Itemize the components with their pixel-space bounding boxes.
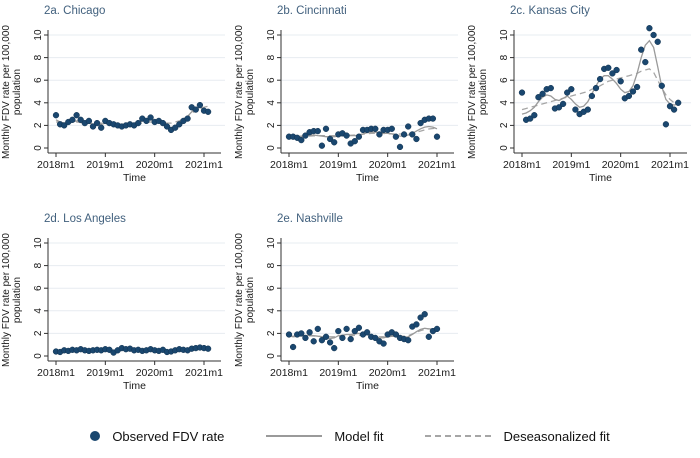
chicago-chart: 0 2 4 6 8 10 2018m1 2019m1 2020m1 2021m1 Time Month… xyxy=(1,5,225,184)
svg-text:Monthly FDV rate per 100,000: Monthly FDV rate per 100,000 xyxy=(1,233,12,367)
panel-row-top: 0 2 4 6 8 10 2018m1 2019m1 2020m1 2021m1 Time Month… xyxy=(0,0,700,200)
svg-text:population: population xyxy=(478,69,489,115)
svg-text:4: 4 xyxy=(266,100,277,106)
svg-text:2020m1: 2020m1 xyxy=(136,159,174,171)
kansas-city-chart: 0 2 4 6 8 10 2018m1 2019m1 2020m1 2021m1 Time Month… xyxy=(467,5,691,184)
svg-text:2020m1: 2020m1 xyxy=(369,367,407,379)
svg-text:2b. Cincinnati: 2b. Cincinnati xyxy=(277,5,347,17)
svg-text:population: population xyxy=(12,69,23,115)
solid-line-icon xyxy=(266,435,323,437)
svg-text:2019m1: 2019m1 xyxy=(319,367,357,379)
legend-deseasonalized-fit: Deseasonalized fit xyxy=(425,428,610,444)
svg-text:2019m1: 2019m1 xyxy=(86,159,124,171)
svg-text:population: population xyxy=(245,277,256,323)
svg-text:8: 8 xyxy=(33,262,44,268)
svg-text:8: 8 xyxy=(33,54,44,60)
svg-text:Monthly FDV rate per 100,000: Monthly FDV rate per 100,000 xyxy=(234,25,245,159)
panel-row-bottom: 0 2 4 6 8 10 2018m1 2019m1 2020m1 2021m1 Time Month… xyxy=(0,208,700,408)
svg-text:6: 6 xyxy=(499,77,510,83)
svg-text:2020m1: 2020m1 xyxy=(602,159,640,171)
svg-text:2: 2 xyxy=(499,122,510,128)
legend-deseason-label: Deseasonalized fit xyxy=(503,428,610,444)
svg-text:2021m1: 2021m1 xyxy=(185,367,223,379)
svg-text:2018m1: 2018m1 xyxy=(503,159,541,171)
figure-legend: Observed FDV rate Model fit Deseasonaliz… xyxy=(0,418,700,454)
svg-text:2: 2 xyxy=(33,330,44,336)
svg-text:8: 8 xyxy=(266,262,277,268)
svg-text:2: 2 xyxy=(266,122,277,128)
dashed-line-icon xyxy=(425,435,492,437)
los-angeles-chart: 0 2 4 6 8 10 2018m1 2019m1 2020m1 2021m1 Time Month… xyxy=(1,213,225,392)
panel-los-angeles: 0 2 4 6 8 10 2018m1 2019m1 2020m1 2021m1 Time Month… xyxy=(0,208,233,408)
svg-text:2a. Chicago: 2a. Chicago xyxy=(44,5,105,17)
cincinnati-chart: 0 2 4 6 8 10 2018m1 2019m1 2020m1 2021m1 Time Month… xyxy=(234,5,458,184)
svg-text:Time: Time xyxy=(589,172,612,184)
svg-text:Time: Time xyxy=(356,172,379,184)
legend-model-label: Model fit xyxy=(334,428,384,444)
svg-text:0: 0 xyxy=(499,145,510,151)
panel-nashville: 0 2 4 6 8 10 2018m1 2019m1 2020m1 2021m1 Time Month… xyxy=(233,208,466,408)
svg-text:10: 10 xyxy=(266,29,277,41)
svg-text:2018m1: 2018m1 xyxy=(270,159,308,171)
svg-text:Monthly FDV rate per 100,000: Monthly FDV rate per 100,000 xyxy=(234,233,245,367)
svg-text:Time: Time xyxy=(123,172,146,184)
svg-text:0: 0 xyxy=(266,145,277,151)
svg-text:Time: Time xyxy=(123,380,146,392)
svg-text:10: 10 xyxy=(266,237,277,249)
panel-cincinnati: 0 2 4 6 8 10 2018m1 2019m1 2020m1 2021m1 Time Month… xyxy=(233,0,466,200)
svg-text:6: 6 xyxy=(33,285,44,291)
svg-text:2019m1: 2019m1 xyxy=(86,367,124,379)
svg-text:2020m1: 2020m1 xyxy=(369,159,407,171)
svg-text:2d. Los Angeles: 2d. Los Angeles xyxy=(44,213,126,225)
svg-text:4: 4 xyxy=(33,100,44,106)
svg-text:2018m1: 2018m1 xyxy=(37,367,75,379)
svg-text:10: 10 xyxy=(33,237,44,249)
svg-text:6: 6 xyxy=(266,285,277,291)
svg-text:2018m1: 2018m1 xyxy=(37,159,75,171)
svg-text:population: population xyxy=(12,277,23,323)
svg-text:population: population xyxy=(245,69,256,115)
svg-text:8: 8 xyxy=(499,54,510,60)
svg-text:4: 4 xyxy=(499,100,510,106)
svg-text:2c. Kansas City: 2c. Kansas City xyxy=(510,5,590,17)
svg-text:10: 10 xyxy=(499,29,510,41)
svg-text:Monthly FDV rate per 100,000: Monthly FDV rate per 100,000 xyxy=(1,25,12,159)
panel-chicago: 0 2 4 6 8 10 2018m1 2019m1 2020m1 2021m1 Time Month… xyxy=(0,0,233,200)
legend-observed: Observed FDV rate xyxy=(90,429,224,444)
svg-text:Time: Time xyxy=(356,380,379,392)
svg-text:2019m1: 2019m1 xyxy=(319,159,357,171)
svg-text:10: 10 xyxy=(33,29,44,41)
svg-text:8: 8 xyxy=(266,54,277,60)
nashville-chart: 0 2 4 6 8 10 2018m1 2019m1 2020m1 2021m1 Time Month… xyxy=(234,213,458,392)
svg-text:0: 0 xyxy=(266,353,277,359)
observed-dot-icon xyxy=(90,431,101,441)
svg-text:2: 2 xyxy=(266,330,277,336)
legend-model-fit: Model fit xyxy=(266,429,383,444)
svg-text:2021m1: 2021m1 xyxy=(418,159,456,171)
svg-text:6: 6 xyxy=(266,77,277,83)
svg-text:6: 6 xyxy=(33,77,44,83)
svg-text:Monthly FDV rate per 100,000: Monthly FDV rate per 100,000 xyxy=(467,25,478,159)
svg-text:2021m1: 2021m1 xyxy=(418,367,456,379)
svg-text:2020m1: 2020m1 xyxy=(136,367,174,379)
svg-text:2: 2 xyxy=(33,122,44,128)
svg-text:0: 0 xyxy=(33,145,44,151)
svg-text:4: 4 xyxy=(266,308,277,314)
svg-text:2019m1: 2019m1 xyxy=(552,159,590,171)
svg-text:0: 0 xyxy=(33,353,44,359)
svg-text:4: 4 xyxy=(33,308,44,314)
svg-text:2018m1: 2018m1 xyxy=(270,367,308,379)
legend-observed-label: Observed FDV rate xyxy=(112,428,225,444)
svg-text:2021m1: 2021m1 xyxy=(651,159,689,171)
svg-text:2021m1: 2021m1 xyxy=(185,159,223,171)
panel-kansas-city: 0 2 4 6 8 10 2018m1 2019m1 2020m1 2021m1 Time Month… xyxy=(466,0,699,200)
svg-text:2e. Nashville: 2e. Nashville xyxy=(277,213,343,225)
